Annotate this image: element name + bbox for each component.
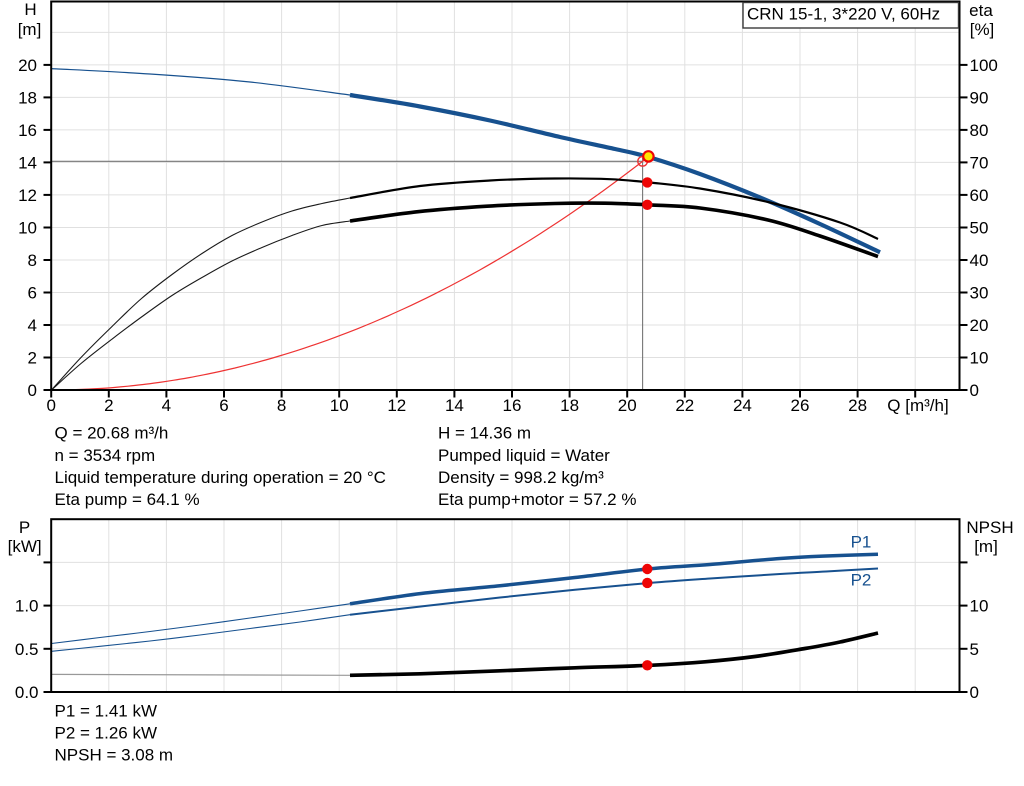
svg-text:20: 20 [18, 56, 37, 75]
svg-text:4: 4 [28, 316, 37, 335]
svg-text:6: 6 [28, 284, 37, 303]
svg-text:2: 2 [104, 396, 113, 415]
svg-text:24: 24 [733, 396, 752, 415]
svg-text:20: 20 [618, 396, 637, 415]
svg-text:10: 10 [18, 219, 37, 238]
svg-text:NPSH: NPSH [966, 518, 1013, 537]
svg-text:20: 20 [970, 316, 989, 335]
svg-text:8: 8 [28, 251, 37, 270]
svg-text:12: 12 [387, 396, 406, 415]
svg-text:CRN 15-1, 3*220 V, 60Hz: CRN 15-1, 3*220 V, 60Hz [747, 5, 940, 24]
svg-text:[%]: [%] [970, 20, 995, 39]
svg-text:100: 100 [970, 56, 998, 75]
svg-text:18: 18 [560, 396, 579, 415]
svg-text:0: 0 [970, 381, 979, 400]
svg-text:30: 30 [970, 284, 989, 303]
svg-text:0.5: 0.5 [15, 640, 39, 659]
svg-text:16: 16 [503, 396, 522, 415]
svg-text:14: 14 [445, 396, 464, 415]
svg-text:H = 14.36 m: H = 14.36 m [438, 424, 531, 443]
svg-text:P1: P1 [851, 533, 872, 552]
svg-text:Q [m³/h]: Q [m³/h] [887, 396, 948, 415]
svg-text:8: 8 [277, 396, 286, 415]
svg-text:n = 3534 rpm: n = 3534 rpm [55, 446, 156, 465]
svg-text:5: 5 [970, 640, 979, 659]
svg-text:16: 16 [18, 121, 37, 140]
svg-text:60: 60 [970, 186, 989, 205]
svg-text:P2: P2 [851, 571, 872, 590]
svg-text:10: 10 [330, 396, 349, 415]
svg-text:1.0: 1.0 [15, 597, 39, 616]
svg-text:50: 50 [970, 219, 989, 238]
svg-text:Liquid temperature during oper: Liquid temperature during operation = 20… [55, 468, 386, 487]
svg-text:0.0: 0.0 [15, 683, 39, 702]
svg-text:0: 0 [28, 381, 37, 400]
svg-text:40: 40 [970, 251, 989, 270]
svg-text:18: 18 [18, 88, 37, 107]
svg-text:0: 0 [970, 683, 979, 702]
svg-text:[m]: [m] [18, 20, 42, 39]
svg-text:Density = 998.2 kg/m³: Density = 998.2 kg/m³ [438, 468, 604, 487]
svg-text:eta: eta [969, 1, 993, 20]
svg-text:NPSH = 3.08 m: NPSH = 3.08 m [55, 746, 174, 765]
svg-text:Eta pump+motor = 57.2 %: Eta pump+motor = 57.2 % [438, 490, 636, 509]
svg-text:12: 12 [18, 186, 37, 205]
svg-text:22: 22 [675, 396, 694, 415]
svg-text:10: 10 [970, 597, 989, 616]
svg-text:80: 80 [970, 121, 989, 140]
svg-text:70: 70 [970, 153, 989, 172]
svg-text:28: 28 [848, 396, 867, 415]
svg-text:P: P [19, 518, 30, 537]
svg-text:4: 4 [162, 396, 171, 415]
svg-text:2: 2 [28, 349, 37, 368]
svg-text:[m]: [m] [974, 537, 998, 556]
svg-text:14: 14 [18, 153, 37, 172]
svg-text:6: 6 [219, 396, 228, 415]
svg-text:H: H [24, 0, 36, 19]
svg-text:Q = 20.68 m³/h: Q = 20.68 m³/h [55, 424, 169, 443]
svg-text:26: 26 [791, 396, 810, 415]
svg-text:[kW]: [kW] [8, 537, 42, 556]
svg-text:90: 90 [970, 88, 989, 107]
svg-text:Eta pump = 64.1 %: Eta pump = 64.1 % [55, 490, 200, 509]
svg-text:P1 = 1.41 kW: P1 = 1.41 kW [55, 701, 158, 720]
svg-text:Pumped liquid = Water: Pumped liquid = Water [438, 446, 610, 465]
svg-text:P2 = 1.26 kW: P2 = 1.26 kW [55, 724, 158, 743]
svg-text:0: 0 [46, 396, 55, 415]
svg-text:10: 10 [970, 349, 989, 368]
